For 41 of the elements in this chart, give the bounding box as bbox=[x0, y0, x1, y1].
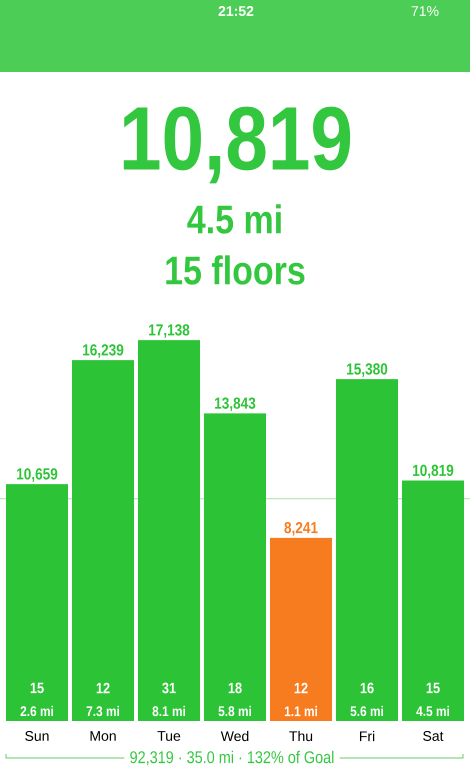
data-label: 17,138 bbox=[149, 324, 190, 338]
annotation: 16 bbox=[360, 682, 374, 694]
x-tick-label: Mon bbox=[90, 731, 116, 741]
bar bbox=[6, 484, 68, 721]
annotation: 7.3 mi bbox=[86, 706, 120, 716]
annotation: 5.6 mi bbox=[350, 706, 384, 716]
data-label: 13,843 bbox=[215, 397, 256, 412]
text: 15 floors bbox=[166, 255, 304, 285]
bar bbox=[402, 480, 464, 721]
x-tick-label: Sun bbox=[25, 731, 49, 741]
data-label: 8,241 bbox=[284, 522, 318, 536]
annotation: 2.6 mi bbox=[20, 706, 54, 716]
data-label: 15,380 bbox=[347, 363, 388, 377]
text: 71% bbox=[412, 6, 439, 16]
x-tick-label: Thu bbox=[289, 730, 312, 742]
x-tick-label: Tue bbox=[158, 731, 180, 741]
x-tick-label: Fri bbox=[360, 730, 374, 742]
bar bbox=[336, 379, 398, 721]
annotation: 12 bbox=[96, 682, 110, 694]
chart-title: 10,819 bbox=[124, 106, 350, 184]
bar bbox=[270, 538, 332, 721]
data-label: 10,819 bbox=[413, 464, 454, 478]
annotation: 8.1 mi bbox=[152, 706, 186, 716]
annotation: 1.1 mi bbox=[284, 706, 318, 716]
x-tick-label: Sat bbox=[423, 731, 444, 741]
annotation: 18 bbox=[228, 682, 242, 694]
annotation: 12 bbox=[294, 682, 308, 694]
annotation: 15 bbox=[30, 682, 44, 694]
annotation: 31 bbox=[162, 682, 176, 694]
chart-subtitle: 4.5 mi bbox=[187, 204, 281, 234]
annotation: 5.8 mi bbox=[218, 706, 252, 716]
annotation: 15 bbox=[426, 682, 440, 694]
text: 92,319 · 35.0 mi · 132% of Goal bbox=[130, 750, 334, 766]
x-tick-label: Wed bbox=[220, 730, 248, 742]
text: 21:52 bbox=[218, 6, 254, 16]
data-label: 10,659 bbox=[17, 468, 58, 482]
annotation: 4.5 mi bbox=[416, 706, 450, 716]
bar bbox=[72, 360, 134, 721]
data-label: 16,239 bbox=[83, 344, 124, 358]
bar bbox=[138, 340, 200, 721]
bar bbox=[204, 413, 266, 721]
